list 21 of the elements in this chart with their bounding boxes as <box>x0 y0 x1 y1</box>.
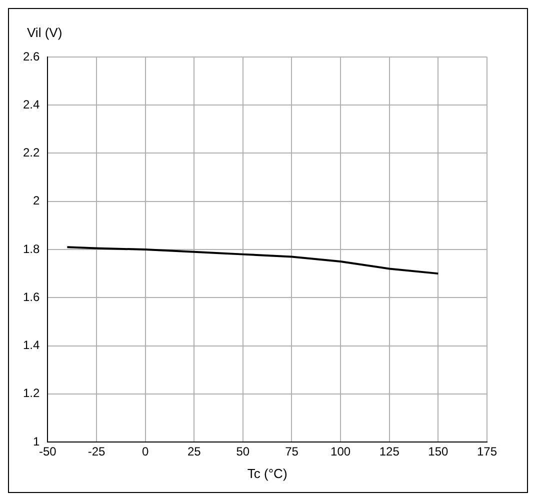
y-tick-label: 2.4 <box>22 97 40 112</box>
y-axis-title: Vil (V) <box>27 25 62 40</box>
y-tick-label: 2 <box>32 194 40 208</box>
x-tick-label: 125 <box>379 444 400 459</box>
y-tick-label: 1.2 <box>22 386 40 400</box>
y-tick-label: 1.8 <box>22 242 40 256</box>
x-tick-label: 0 <box>142 444 149 459</box>
y-tick-label: 1 <box>32 434 40 448</box>
y-tick-label: 1.4 <box>22 338 40 352</box>
x-axis-title: Tc (°C) <box>247 466 288 481</box>
x-tick-label: 175 <box>476 444 498 459</box>
x-tick-label: 50 <box>236 444 250 459</box>
x-tick-label: 75 <box>285 444 299 459</box>
x-tick-label: -25 <box>88 444 106 459</box>
x-tick-label: -50 <box>39 444 57 459</box>
x-tick-label: 100 <box>330 444 351 459</box>
y-tick-label: 1.6 <box>22 290 40 304</box>
x-tick-label: 150 <box>428 444 449 459</box>
y-tick-label: 2.6 <box>22 49 40 64</box>
y-tick-label: 2.2 <box>22 146 40 160</box>
x-tick-label: 25 <box>187 444 202 459</box>
